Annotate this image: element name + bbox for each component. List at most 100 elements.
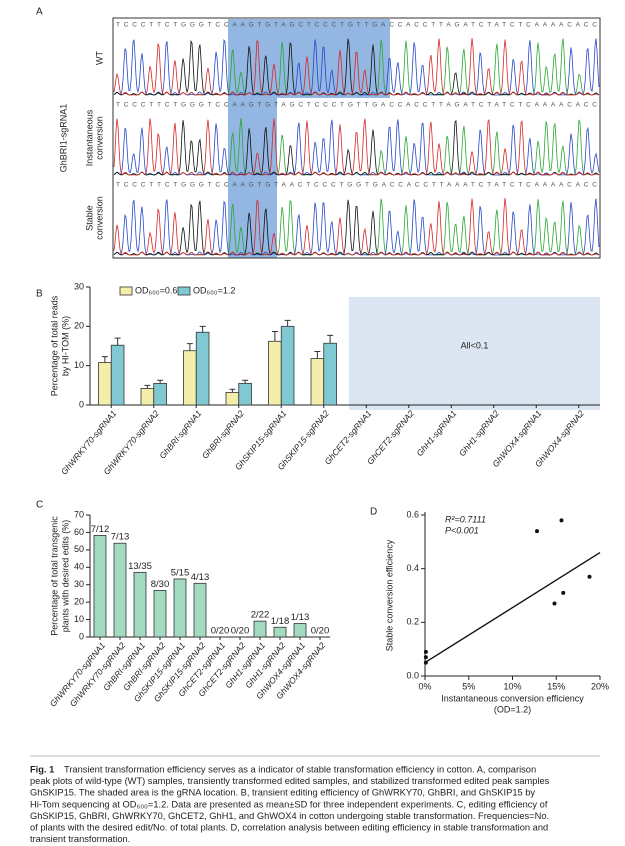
trace — [113, 38, 600, 96]
legend-label: OD₆₀₀=1.2 — [193, 285, 235, 295]
caption-line: Hi-Tom sequencing at OD₆₀₀=1.2. Data are… — [30, 799, 548, 809]
caption-line: GhSKIP15, GhBRI, GhWRKY70, GhCET2, GhH1,… — [30, 811, 549, 821]
value-label: 0/20 — [231, 626, 250, 637]
x-tick-label: 20% — [591, 681, 609, 691]
chart-b: All<0.1 0 10 20 30 Percentage of total reads b… — [49, 281, 600, 477]
bar — [310, 358, 325, 406]
bar — [153, 590, 167, 638]
y-tick-label: 30 — [74, 281, 84, 291]
y-tick-label: 0.6 — [406, 509, 419, 519]
bar — [93, 534, 107, 638]
y-tick-label: 10 — [74, 614, 84, 624]
trace — [113, 38, 600, 96]
point — [587, 574, 592, 579]
y-tick-label: 0.2 — [406, 617, 419, 627]
y-axis-label: Stable conversion efficiency — [384, 539, 394, 651]
caption: Fig. 1 Transient transformation efficienc… — [30, 764, 550, 844]
error-bar — [271, 330, 278, 342]
chromatograms: TCCCTTCTGGGTCCAAGTGTAGCTCCCTGTTGACCACCTT… — [84, 22, 600, 256]
row-label: conversion — [94, 116, 104, 160]
legend-label: OD₆₀₀=0.6 — [135, 285, 177, 295]
value-label: 13/35 — [128, 561, 152, 572]
value-label: 7/12 — [91, 524, 110, 535]
y-axis-label: Percentage of total reads — [49, 295, 59, 396]
chart-d: 0.0 0.2 0.4 0.6 0% 5% 10% 15% 20% Instantaneous c… — [384, 509, 609, 714]
chromatogram-frame — [112, 17, 601, 259]
x-tick-label: GhBRI-sgRNA2 — [200, 408, 246, 461]
grna-shade — [228, 19, 390, 98]
y-axis-label: by HI-TOM (%) — [60, 316, 70, 376]
bar — [238, 382, 252, 406]
bar — [193, 582, 207, 638]
value-label: 7/13 — [111, 532, 130, 543]
group-label: GhBRI1-sgRNA1 — [58, 104, 68, 173]
annotation: P<0.001 — [445, 525, 479, 535]
caption-line: Transient transformation efficiency serv… — [64, 764, 536, 774]
x-tick-label: 10% — [503, 681, 521, 691]
caption-line: transient transformation. — [30, 834, 130, 844]
y-tick-label: 0 — [79, 631, 84, 641]
value-label: 8/30 — [151, 579, 170, 590]
error-bar — [314, 351, 321, 359]
y-axis-label: plants with desired edits (%) — [60, 520, 70, 633]
bar — [273, 626, 287, 638]
trace — [113, 199, 600, 256]
bar — [323, 342, 337, 406]
bar — [280, 325, 295, 406]
bar — [153, 382, 167, 406]
error-bar — [327, 334, 334, 344]
panel-label: B — [36, 289, 43, 300]
bar — [110, 344, 125, 406]
y-tick-label: 0.4 — [406, 563, 419, 573]
x-tick-label: GhH1-sgRNA2 — [457, 408, 501, 458]
y-tick-label: 50 — [74, 544, 84, 554]
row-label: conversion — [94, 196, 104, 240]
caption-line: GhSKIP15. The shaded area is the gRNA lo… — [30, 788, 535, 798]
trace — [113, 198, 600, 256]
bar — [268, 340, 282, 406]
value-label: 1/13 — [291, 612, 310, 623]
legend-swatch — [119, 286, 133, 296]
error-bar — [229, 388, 236, 393]
sequence: TCCCTTCTGGGTCCAAGTGTAGCTCCCTGTTGACCACCTT… — [116, 102, 597, 109]
point — [423, 649, 428, 654]
bar — [133, 571, 147, 638]
error-bar — [284, 319, 291, 327]
error-bar — [114, 337, 121, 346]
point — [559, 518, 564, 523]
point — [561, 590, 566, 595]
panel-label: D — [370, 507, 377, 518]
x-tick-label: 5% — [462, 681, 475, 691]
legend-swatch — [177, 286, 191, 296]
value-label: 2/22 — [251, 610, 270, 621]
trace — [113, 118, 600, 176]
x-tick-label: GhCET2-sgRNA2 — [365, 408, 416, 466]
y-tick-label: 30 — [74, 579, 84, 589]
row-label: WT — [94, 51, 104, 65]
point — [552, 601, 557, 606]
caption-prefix: Fig. 1 — [30, 764, 54, 774]
point — [535, 529, 539, 534]
y-axis-label: Percentage of total transgenic — [49, 516, 59, 636]
fit-line — [424, 551, 601, 664]
value-label: 1/18 — [271, 616, 290, 627]
x-axis-label: Instantaneous conversion efficiency — [441, 693, 584, 703]
bar — [253, 620, 267, 638]
value-label: 4/13 — [191, 572, 210, 583]
bar — [293, 623, 307, 638]
point — [423, 660, 428, 665]
trace — [113, 198, 600, 256]
y-tick-label: 20 — [74, 597, 84, 607]
y-tick-label: 0 — [79, 399, 84, 409]
x-axis-label: (OD=1.2) — [494, 704, 531, 714]
y-tick-label: 20 — [74, 321, 84, 331]
panel-label: A — [36, 7, 43, 18]
annotation: All<0.1 — [461, 340, 489, 350]
bar — [195, 331, 210, 406]
value-label: 5/15 — [171, 567, 190, 578]
error-bar — [186, 343, 193, 351]
y-tick-label: 10 — [74, 360, 84, 370]
trace — [113, 118, 600, 176]
y-tick-label: 60 — [74, 527, 84, 537]
